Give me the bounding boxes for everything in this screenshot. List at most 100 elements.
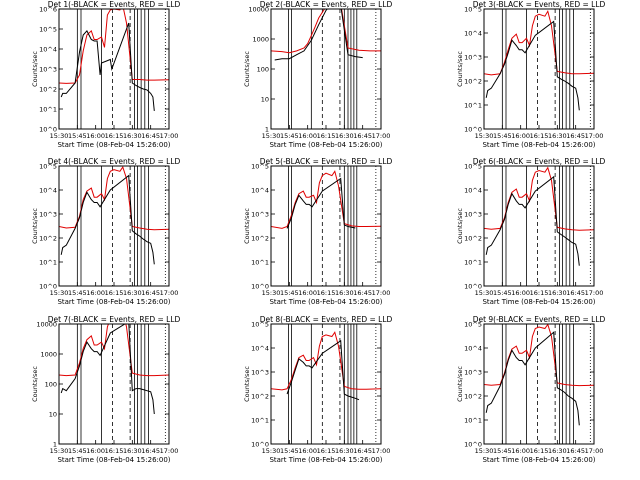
x-tick-label: 17:00 bbox=[160, 447, 179, 455]
x-tick-label: 16:00 bbox=[298, 289, 317, 297]
y-axis-label: Counts/sec bbox=[243, 51, 251, 87]
detector-panel-6: Det 6(-BLACK = Events, RED = LLD 10^0 10^1… bbox=[456, 157, 606, 306]
plot-frame bbox=[270, 323, 382, 445]
x-tick-label: 15:45 bbox=[68, 447, 87, 455]
lld-series-line bbox=[271, 331, 381, 391]
y-tick-label: 10^5 bbox=[39, 163, 57, 171]
detector-panel-9: Det 9(-BLACK = Events, RED = LLD 10^0 10^1… bbox=[456, 315, 606, 464]
x-tick-label: 16:30 bbox=[123, 447, 142, 455]
y-axis-label: Counts/sec bbox=[243, 366, 251, 402]
x-tick-label: 16:15 bbox=[317, 289, 336, 297]
y-tick-label: 10^1 bbox=[39, 259, 57, 267]
x-tick-label: 16:30 bbox=[335, 132, 354, 140]
y-tick-label: 10 bbox=[49, 411, 57, 419]
x-tick-label: 16:30 bbox=[335, 447, 354, 455]
y-tick-label: 1 bbox=[265, 126, 269, 134]
x-tick-label: 16:45 bbox=[141, 447, 160, 455]
x-tick-label: 17:00 bbox=[372, 447, 391, 455]
x-tick-label: 16:30 bbox=[335, 289, 354, 297]
y-tick-label: 10^4 bbox=[464, 30, 482, 38]
y-tick-label: 100 bbox=[45, 381, 57, 389]
x-axis-label: Start Time (08-Feb-04 15:26:00) bbox=[57, 456, 170, 464]
x-tick-label: 16:00 bbox=[511, 132, 530, 140]
y-tick-label: 10^0 bbox=[464, 441, 482, 449]
x-tick-label: 16:15 bbox=[530, 132, 549, 140]
y-tick-label: 10^1 bbox=[464, 417, 482, 425]
y-axis-label: Counts/sec bbox=[456, 366, 464, 402]
detector-panel-8: Det 8(-BLACK = Events, RED = LLD 10^0 10^1… bbox=[243, 315, 393, 464]
y-tick-label: 10^5 bbox=[39, 26, 57, 34]
y-tick-label: 10^0 bbox=[464, 126, 482, 134]
x-axis-label: Start Time (08-Feb-04 15:26:00) bbox=[482, 141, 595, 149]
y-tick-label: 10^3 bbox=[251, 211, 269, 219]
y-axis-label: Counts/sec bbox=[456, 208, 464, 244]
x-tick-label: 17:00 bbox=[585, 132, 604, 140]
x-tick-label: 16:45 bbox=[353, 289, 372, 297]
x-tick-label: 16:45 bbox=[353, 447, 372, 455]
panel-title: Det 7(-BLACK = Events, RED = LLD bbox=[48, 315, 181, 324]
x-tick-label: 17:00 bbox=[372, 132, 391, 140]
x-axis-label: Start Time (08-Feb-04 15:26:00) bbox=[269, 141, 382, 149]
x-tick-label: 16:30 bbox=[548, 289, 567, 297]
panel-title: Det 6(-BLACK = Events, RED = LLD bbox=[473, 157, 606, 166]
x-axis-label: Start Time (08-Feb-04 15:26:00) bbox=[482, 456, 595, 464]
x-tick-label: 16:00 bbox=[511, 447, 530, 455]
x-tick-label: 16:45 bbox=[141, 289, 160, 297]
y-tick-label: 10^5 bbox=[464, 163, 482, 171]
y-tick-label: 10^0 bbox=[251, 441, 269, 449]
panel-title: Det 4(-BLACK = Events, RED = LLD bbox=[48, 157, 181, 166]
y-tick-label: 10^2 bbox=[251, 235, 269, 243]
x-axis-label: Start Time (08-Feb-04 15:26:00) bbox=[269, 298, 382, 306]
events-series-line bbox=[485, 175, 580, 266]
x-tick-label: 16:00 bbox=[86, 289, 105, 297]
detector-panel-7: Det 7(-BLACK = Events, RED = LLD 1 10 100 10… bbox=[31, 315, 181, 464]
x-tick-label: 16:15 bbox=[530, 289, 549, 297]
x-tick-label: 15:45 bbox=[493, 132, 512, 140]
y-tick-label: 10^1 bbox=[39, 106, 57, 114]
lld-series-line bbox=[484, 166, 594, 231]
y-tick-label: 1 bbox=[53, 441, 57, 449]
x-tick-label: 16:15 bbox=[317, 447, 336, 455]
x-tick-label: 16:45 bbox=[566, 289, 585, 297]
y-tick-label: 10^1 bbox=[464, 102, 482, 110]
x-tick-label: 16:00 bbox=[298, 132, 317, 140]
x-tick-label: 15:45 bbox=[68, 132, 87, 140]
x-tick-label: 17:00 bbox=[160, 132, 179, 140]
y-tick-label: 10^5 bbox=[251, 321, 269, 329]
x-axis-label: Start Time (08-Feb-04 15:26:00) bbox=[57, 298, 170, 306]
detector-panel-4: Det 4(-BLACK = Events, RED = LLD 10^0 10^1… bbox=[31, 157, 181, 306]
y-axis-label: Counts/sec bbox=[456, 51, 464, 87]
y-tick-label: 10^2 bbox=[39, 235, 57, 243]
lld-series-line bbox=[271, 9, 381, 54]
plot-frame bbox=[58, 8, 170, 130]
x-tick-label: 15:45 bbox=[493, 447, 512, 455]
y-tick-label: 10^3 bbox=[39, 211, 57, 219]
lld-series-line bbox=[59, 324, 169, 377]
x-tick-label: 16:00 bbox=[298, 447, 317, 455]
y-tick-label: 10^2 bbox=[464, 393, 482, 401]
y-tick-label: 10^4 bbox=[251, 187, 269, 195]
lld-series-line bbox=[484, 324, 594, 387]
x-tick-label: 15:30 bbox=[475, 447, 494, 455]
lld-series-line bbox=[59, 166, 169, 231]
y-tick-label: 1000 bbox=[252, 36, 269, 44]
x-tick-label: 15:30 bbox=[50, 132, 69, 140]
y-tick-label: 1000 bbox=[40, 351, 57, 359]
y-tick-label: 10 bbox=[261, 96, 269, 104]
x-tick-label: 15:45 bbox=[280, 132, 299, 140]
x-axis-label: Start Time (08-Feb-04 15:26:00) bbox=[482, 298, 595, 306]
y-tick-label: 10^5 bbox=[464, 6, 482, 14]
panel-title: Det 9(-BLACK = Events, RED = LLD bbox=[473, 315, 606, 324]
plot-frame bbox=[58, 323, 170, 445]
y-tick-label: 10^0 bbox=[251, 283, 269, 291]
y-tick-label: 10^3 bbox=[464, 211, 482, 219]
y-tick-label: 10^4 bbox=[39, 46, 57, 54]
lld-series-line bbox=[484, 10, 594, 76]
events-series-line bbox=[286, 339, 360, 401]
y-tick-label: 100 bbox=[257, 66, 269, 74]
y-tick-label: 10^0 bbox=[464, 283, 482, 291]
x-tick-label: 16:00 bbox=[511, 289, 530, 297]
x-tick-label: 15:30 bbox=[50, 289, 69, 297]
x-tick-label: 16:15 bbox=[105, 447, 124, 455]
x-tick-label: 16:15 bbox=[105, 289, 124, 297]
